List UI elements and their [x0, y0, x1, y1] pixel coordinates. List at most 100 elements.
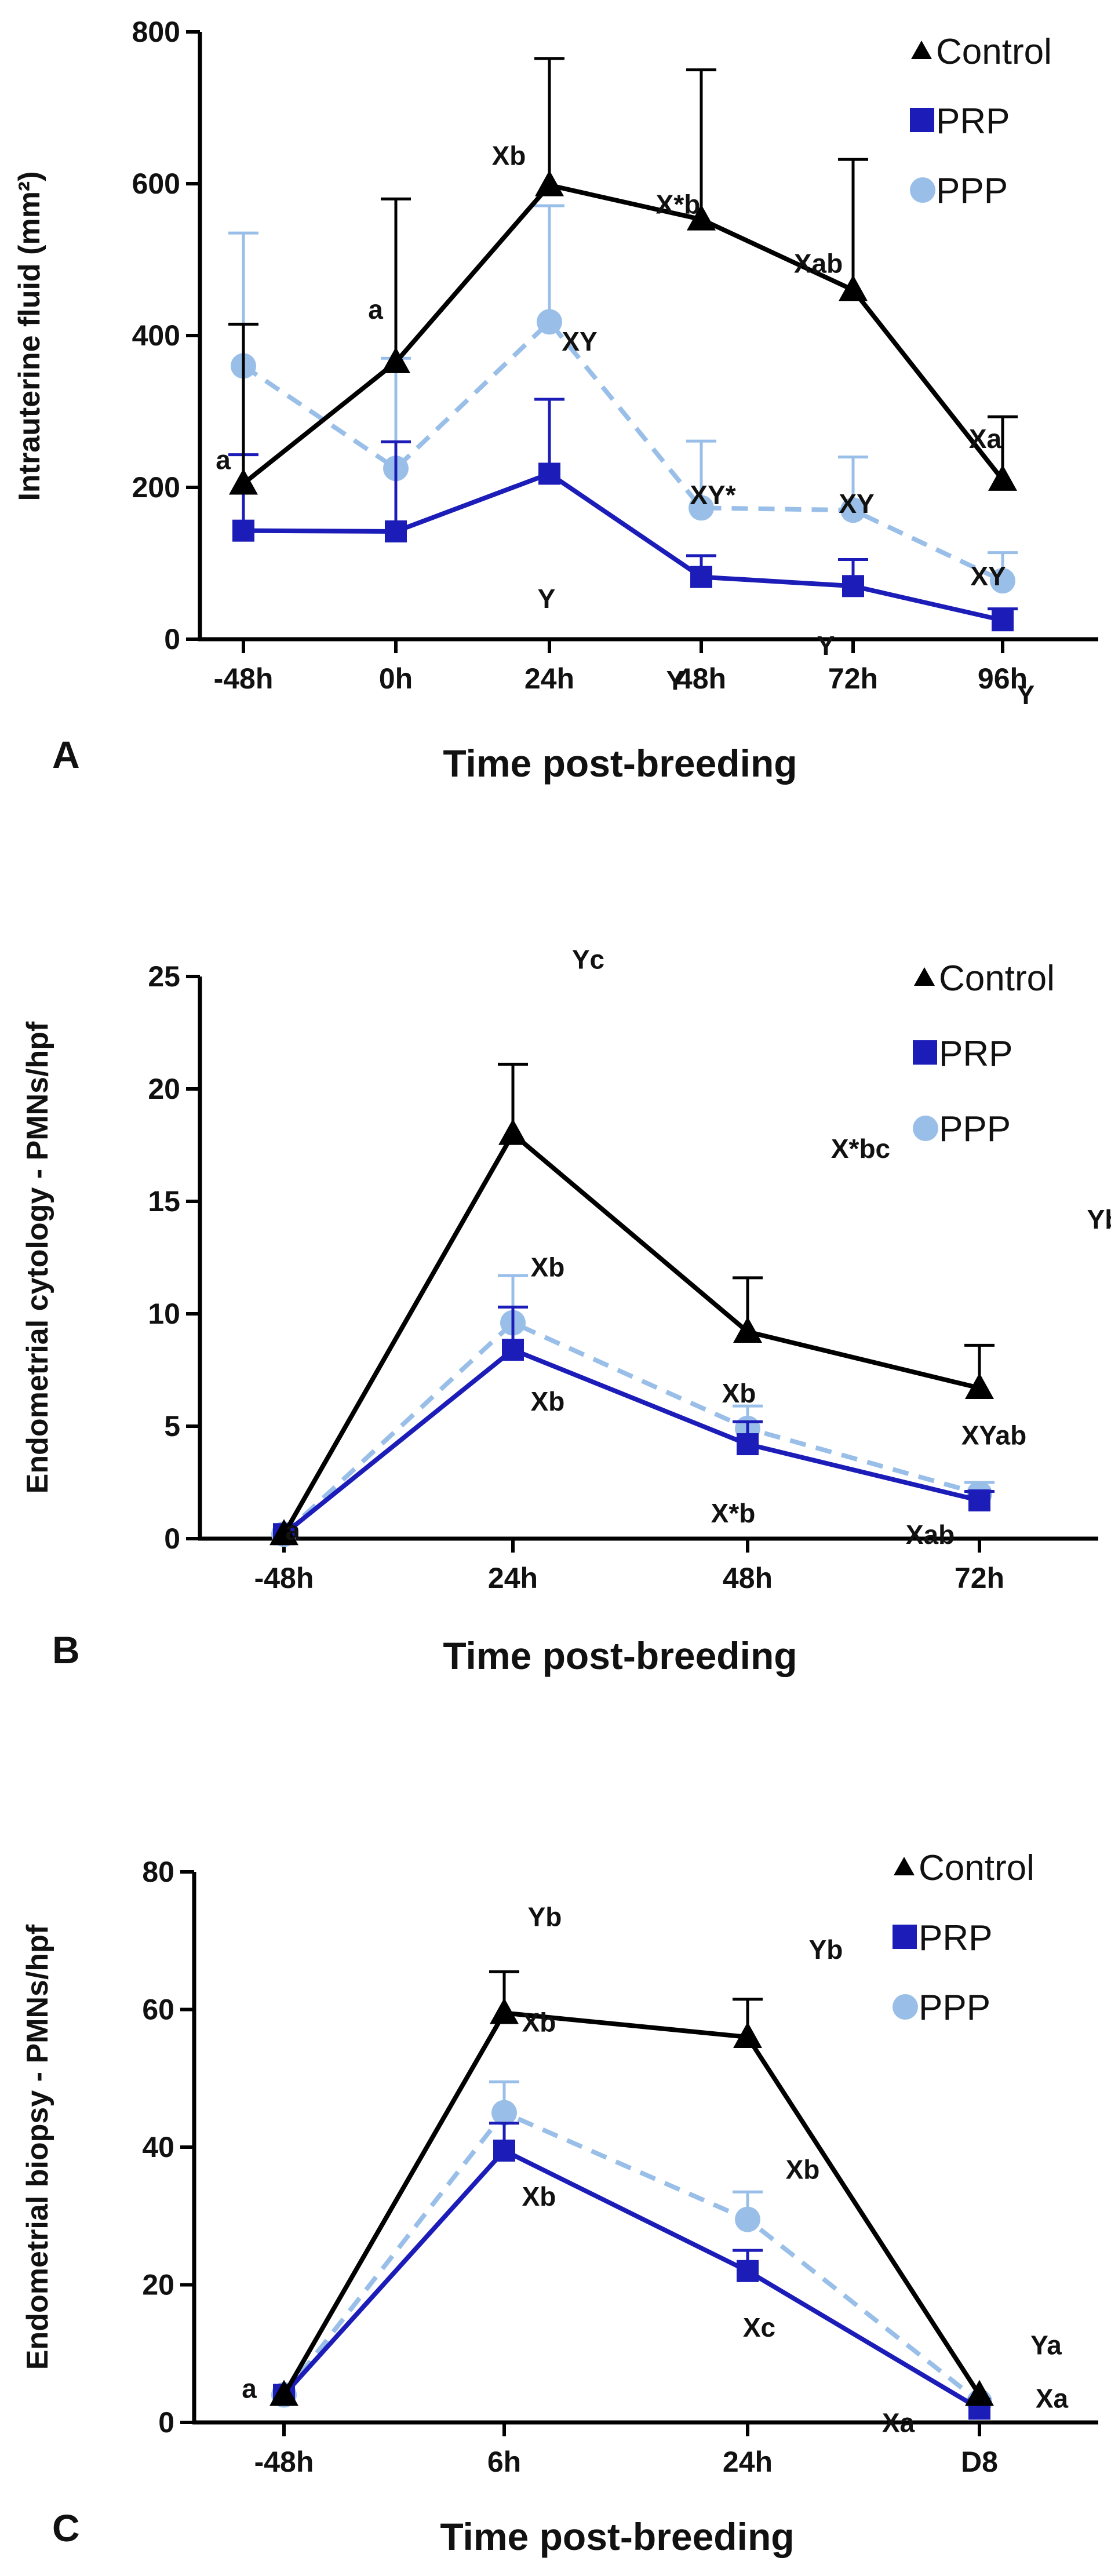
point-annotation: Yb [528, 1901, 562, 1932]
legend-marker [914, 967, 935, 986]
data-point [839, 275, 868, 301]
data-point [381, 347, 410, 373]
series-line [242, 183, 1005, 486]
point-annotation: XY [970, 561, 1006, 591]
data-point [842, 575, 864, 597]
legend-entry-prp: PRP [910, 101, 1010, 141]
legend-entry-control: Control [894, 1848, 1034, 1888]
point-annotation: XY [839, 489, 874, 519]
data-point [968, 1489, 990, 1512]
x-tick-label: -48h [254, 2446, 314, 2478]
x-tick-label: 0h [379, 662, 413, 695]
data-point [689, 495, 714, 521]
point-annotation: Ya [1030, 2330, 1062, 2360]
x-tick-label: -48h [214, 662, 274, 695]
x-tick-label: D8 [961, 2446, 998, 2478]
panel-B: 0 5 10 15 20 25 -48h 24h 48h 72h Endometrial cytol… [21, 945, 1111, 1677]
data-point [385, 520, 407, 542]
series-line [242, 319, 1004, 583]
x-tick-label: 48h [723, 1562, 773, 1594]
y-tick-label: 0 [158, 2406, 174, 2439]
y-tick-label: 20 [148, 1073, 180, 1105]
legend-marker [894, 1857, 915, 1875]
series-line [282, 1347, 980, 1536]
legend-marker [911, 41, 932, 59]
point-annotation: Xa [969, 424, 1002, 454]
y-tick-label: 5 [164, 1410, 180, 1442]
y-tick-label: 20 [142, 2269, 174, 2301]
x-tick-label: 24h [723, 2446, 773, 2478]
point-annotation: Xb [531, 1252, 565, 1282]
data-point [990, 568, 1015, 594]
x-tick-label: 96h [978, 662, 1028, 695]
legend-label: PPP [919, 1988, 990, 2028]
x-tick-label: 72h [955, 1562, 1004, 1594]
series-prp [228, 398, 1018, 632]
series-line [282, 2148, 981, 2411]
legend-label: Control [919, 1848, 1034, 1888]
x-tick-label: 6h [487, 2446, 521, 2478]
y-tick-label: 80 [142, 1856, 174, 1888]
y-tick-label: 0 [164, 1522, 180, 1555]
y-axis-label: Endometrial biopsy - PMNs/hpf [21, 1924, 54, 2370]
point-annotation: Y [1017, 680, 1035, 710]
panel-A: 0 200 400 600 800 -48h 0h 24h 48h 72h 96h Intrauter… [13, 16, 1098, 785]
data-point [229, 468, 258, 495]
y-tick-label: 600 [132, 167, 180, 200]
legend-entry-control: Control [914, 959, 1055, 999]
series-prp [273, 2121, 990, 2420]
x-tick-label: -48h [254, 1562, 314, 1594]
x-tick-label: 48h [676, 662, 726, 695]
point-annotation: X*b [656, 190, 701, 220]
data-point [687, 204, 716, 231]
legend-label: Control [939, 959, 1055, 999]
point-annotation: XY* [690, 480, 735, 510]
point-annotation: Xa [1036, 2383, 1069, 2413]
series-control [269, 1062, 995, 1546]
point-annotation: Xab [794, 248, 843, 278]
data-point [988, 464, 1017, 491]
legend-entry-ppp: PPP [893, 1988, 990, 2028]
data-point [733, 2022, 762, 2048]
data-point [735, 2206, 760, 2232]
point-annotation: Xb [722, 1378, 756, 1408]
y-tick-label: 0 [164, 623, 180, 655]
legend-marker [913, 1116, 938, 1141]
data-point [965, 1373, 994, 1400]
series-line [282, 1131, 980, 1536]
data-point [498, 1118, 527, 1145]
x-axis-label: Time post-breeding [443, 742, 797, 785]
legend-label: Control [936, 32, 1052, 72]
data-point [269, 2380, 298, 2406]
legend-label: PRP [939, 1034, 1012, 1074]
data-point [269, 1519, 298, 1546]
y-axis-label: Endometrial cytology - PMNs/hpf [21, 1021, 54, 1493]
panel-label: B [52, 1628, 80, 1671]
legend-marker [913, 1040, 937, 1065]
data-point [491, 2100, 517, 2126]
panel-label: A [52, 733, 80, 776]
y-tick-label: 200 [132, 471, 180, 504]
point-annotation: Xc [743, 2312, 775, 2342]
legend-marker [893, 1925, 917, 1949]
legend-entry-prp: PRP [893, 1918, 992, 1958]
y-tick-label: 60 [142, 1994, 174, 2026]
legend-label: PPP [939, 1109, 1011, 1149]
point-annotation: Xb [492, 141, 526, 171]
point-annotation: Xb [522, 2181, 556, 2211]
point-annotation: Y [817, 631, 835, 661]
y-tick-label: 400 [132, 319, 180, 352]
y-tick-label: 10 [148, 1298, 180, 1330]
data-point [733, 1317, 762, 1343]
legend-entry-ppp: PPP [910, 171, 1008, 211]
series-ppp [271, 1274, 995, 1547]
series-control [228, 57, 1018, 495]
point-annotation: a [285, 1515, 300, 1546]
x-axis-label: Time post-breeding [443, 1634, 797, 1677]
series-line [282, 2010, 982, 2396]
legend-label: PRP [919, 1918, 992, 1958]
data-point [490, 1998, 519, 2024]
y-tick-label: 800 [132, 16, 180, 48]
point-annotation: Xb [786, 2155, 820, 2185]
